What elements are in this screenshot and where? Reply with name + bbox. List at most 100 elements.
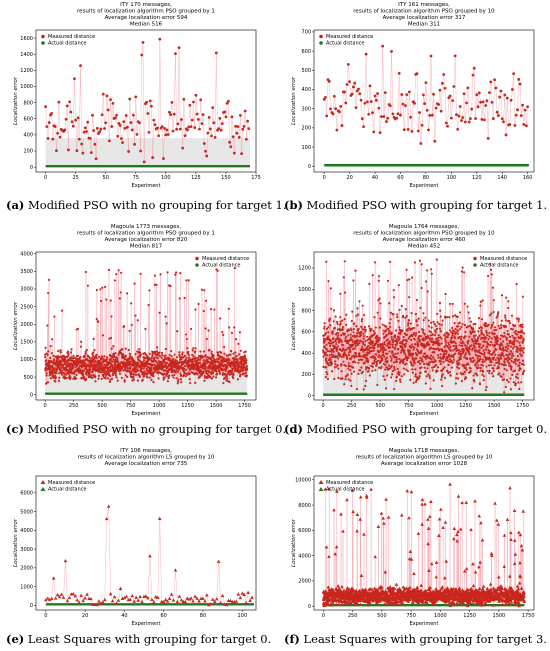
measured-point [506, 342, 509, 345]
measured-point [341, 377, 344, 380]
measured-point [407, 348, 410, 351]
measured-point [364, 495, 369, 499]
measured-point [505, 345, 508, 348]
measured-point [460, 379, 464, 383]
measured-point [511, 352, 514, 355]
measured-point [497, 354, 500, 357]
measured-point [230, 115, 234, 119]
measured-point [368, 600, 372, 604]
measured-point [411, 368, 414, 371]
measured-point [363, 325, 367, 329]
measured-point [396, 357, 399, 360]
plot-2: Magoula 1773 messages,results of localiz… [13, 224, 257, 417]
measured-point [242, 592, 247, 597]
measured-point [516, 347, 520, 350]
measured-point [62, 363, 65, 366]
measured-point [60, 309, 64, 312]
measured-point [454, 352, 457, 355]
measured-point [349, 364, 352, 368]
measured-point [504, 364, 507, 367]
measured-point [136, 369, 140, 372]
measured-point [371, 365, 375, 368]
measured-point [513, 331, 516, 334]
measured-point [355, 355, 358, 358]
measured-point [481, 326, 484, 330]
measured-point [404, 104, 407, 108]
measured-point [107, 268, 111, 272]
measured-point [150, 597, 154, 602]
measured-point [138, 348, 141, 351]
measured-point [468, 317, 471, 320]
caption-d-text: Modified PSO with grouping for target 0. [302, 422, 548, 436]
measured-point [394, 355, 398, 359]
measured-point [218, 372, 221, 375]
measured-point [114, 601, 119, 605]
measured-point [484, 325, 487, 328]
measured-point [194, 347, 197, 350]
measured-point [517, 369, 521, 372]
measured-point [442, 73, 446, 76]
measured-point [114, 372, 117, 375]
measured-point [95, 353, 98, 356]
measured-point [412, 326, 416, 330]
measured-point [459, 350, 462, 353]
measured-point [507, 300, 510, 303]
measured-point [402, 314, 405, 317]
measured-point [201, 113, 205, 116]
measured-point [91, 113, 94, 117]
measured-point [182, 97, 186, 101]
measured-point [420, 349, 423, 352]
measured-point [483, 118, 486, 122]
measured-point [474, 322, 477, 326]
y-tick-label: 600 [301, 330, 311, 336]
axes-frame [313, 251, 535, 401]
measured-point [485, 348, 488, 351]
measured-point [51, 137, 55, 141]
measured-point [118, 123, 122, 127]
measured-point [357, 361, 360, 364]
chart-panel-f: Magoula 1718 messages, results of localiz… [284, 446, 542, 628]
measured-point [495, 342, 499, 346]
y-tick-label: 200 [301, 126, 311, 132]
measured-point [480, 117, 484, 121]
measured-point [455, 360, 459, 363]
measured-point [477, 336, 480, 339]
measured-point [238, 331, 242, 334]
measured-point [511, 347, 515, 350]
measured-point [342, 276, 345, 279]
measured-point [156, 362, 159, 365]
measured-point [439, 309, 442, 312]
y-axis-label: Localization error [291, 301, 297, 350]
measured-point [457, 367, 461, 370]
measured-point [477, 366, 480, 370]
measured-point [141, 378, 144, 382]
measured-point [194, 93, 198, 97]
measured-point [367, 367, 371, 370]
measured-point [357, 372, 360, 375]
measured-point [347, 362, 350, 365]
measured-point [58, 135, 62, 139]
measured-point [392, 296, 396, 299]
measured-point [521, 331, 524, 334]
measured-point [140, 53, 144, 57]
x-tick-label: 20 [82, 613, 88, 619]
measured-point [496, 312, 499, 316]
measured-point [126, 375, 129, 379]
measured-point [210, 134, 213, 138]
measured-point [398, 326, 401, 329]
measured-point [442, 353, 446, 356]
measured-point [94, 360, 97, 363]
measured-point [378, 361, 382, 364]
measured-point [435, 327, 439, 331]
y-tick-label: 0 [308, 393, 311, 399]
measured-point [79, 345, 83, 348]
legend-measured-label: Measured distance [326, 34, 373, 40]
measured-point [487, 338, 490, 341]
measured-point [326, 373, 329, 376]
measured-point [503, 335, 507, 338]
measured-point [358, 353, 361, 356]
measured-point [522, 369, 526, 373]
measured-point [405, 489, 410, 493]
measured-point [426, 354, 429, 357]
x-tick-label: 20 [346, 175, 352, 181]
